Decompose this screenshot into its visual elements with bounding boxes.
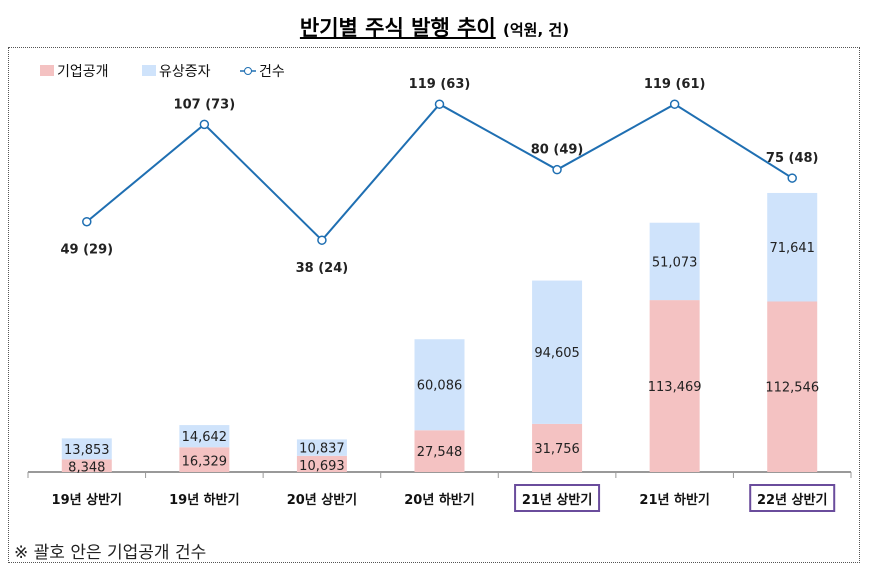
bar-rights bbox=[296, 439, 347, 456]
legend-swatch-ipo bbox=[40, 65, 54, 76]
chart-note: ※ 괄호 안은 기업공개 건수 bbox=[14, 543, 207, 563]
bar-label-ipo: 10,693 bbox=[299, 459, 345, 474]
legend-label-rights: 유상증자 bbox=[159, 64, 211, 80]
bar-label-ipo: 27,548 bbox=[417, 445, 463, 460]
x-tick-label: 19년 상반기 bbox=[52, 492, 122, 508]
bar-rights bbox=[179, 425, 230, 448]
x-tick-label: 21년 상반기 bbox=[522, 492, 592, 508]
bar-rights bbox=[649, 222, 700, 301]
bar-label-rights: 10,837 bbox=[299, 442, 345, 457]
count-point bbox=[317, 235, 327, 245]
bar-ipo bbox=[649, 300, 700, 472]
count-label: 75 (48) bbox=[766, 151, 819, 166]
count-line bbox=[86, 102, 793, 242]
bar-ipo bbox=[532, 423, 583, 472]
bar-label-rights: 51,073 bbox=[652, 255, 698, 270]
count-label: 38 (24) bbox=[296, 261, 349, 276]
count-label: 49 (29) bbox=[60, 243, 113, 258]
bar-label-ipo: 16,329 bbox=[182, 455, 228, 470]
count-point bbox=[434, 99, 445, 109]
count-label: 119 (61) bbox=[644, 77, 706, 92]
title-text: 반기별 주식 발행 추이 bbox=[299, 16, 496, 40]
count-label: 119 (63) bbox=[409, 77, 471, 92]
legend-marker-count bbox=[244, 67, 252, 75]
bar-label-rights: 14,642 bbox=[182, 430, 228, 445]
x-tick-label: 22년 상반기 bbox=[757, 492, 827, 508]
x-tick-label: 21년 하반기 bbox=[639, 492, 709, 508]
bar-label-rights: 60,086 bbox=[417, 379, 463, 394]
count-label: 80 (49) bbox=[531, 143, 584, 158]
bar-label-rights: 71,641 bbox=[769, 241, 815, 256]
bar-label-rights: 13,853 bbox=[64, 443, 110, 458]
count-point bbox=[199, 119, 210, 130]
bar-ipo bbox=[61, 459, 112, 472]
chart-title: 반기별 주식 발행 추이 (억원, 건) bbox=[0, 12, 869, 42]
title-unit: (억원, 건) bbox=[503, 21, 570, 39]
x-tick-label: 20년 상반기 bbox=[287, 492, 357, 508]
count-point bbox=[82, 216, 92, 227]
category-highlight-box bbox=[514, 484, 601, 512]
x-tick-label: 20년 하반기 bbox=[404, 492, 474, 508]
bar-label-ipo: 112,546 bbox=[765, 381, 819, 396]
bar-rights bbox=[767, 192, 818, 302]
category-highlight-box bbox=[749, 484, 836, 512]
bar-ipo bbox=[296, 455, 347, 472]
bar-label-ipo: 113,469 bbox=[648, 380, 702, 395]
bar-label-rights: 94,605 bbox=[534, 346, 580, 361]
bar-ipo bbox=[767, 301, 818, 472]
count-point bbox=[669, 99, 680, 109]
bar-label-ipo: 31,756 bbox=[534, 442, 580, 457]
bar-ipo bbox=[179, 447, 230, 472]
legend-label-ipo: 기업공개 bbox=[57, 64, 109, 80]
bar-label-ipo: 8,348 bbox=[68, 461, 105, 476]
count-label: 107 (73) bbox=[174, 97, 236, 112]
chart-frame bbox=[8, 47, 860, 563]
bar-rights bbox=[532, 280, 583, 424]
legend-label-count: 건수 bbox=[259, 64, 285, 80]
x-tick-label: 19년 하반기 bbox=[169, 492, 239, 508]
bar-rights bbox=[414, 339, 465, 431]
count-point bbox=[787, 173, 797, 183]
count-point bbox=[552, 164, 562, 175]
bar-rights bbox=[61, 438, 112, 460]
bar-ipo bbox=[414, 430, 465, 472]
legend-swatch-rights bbox=[142, 65, 156, 76]
